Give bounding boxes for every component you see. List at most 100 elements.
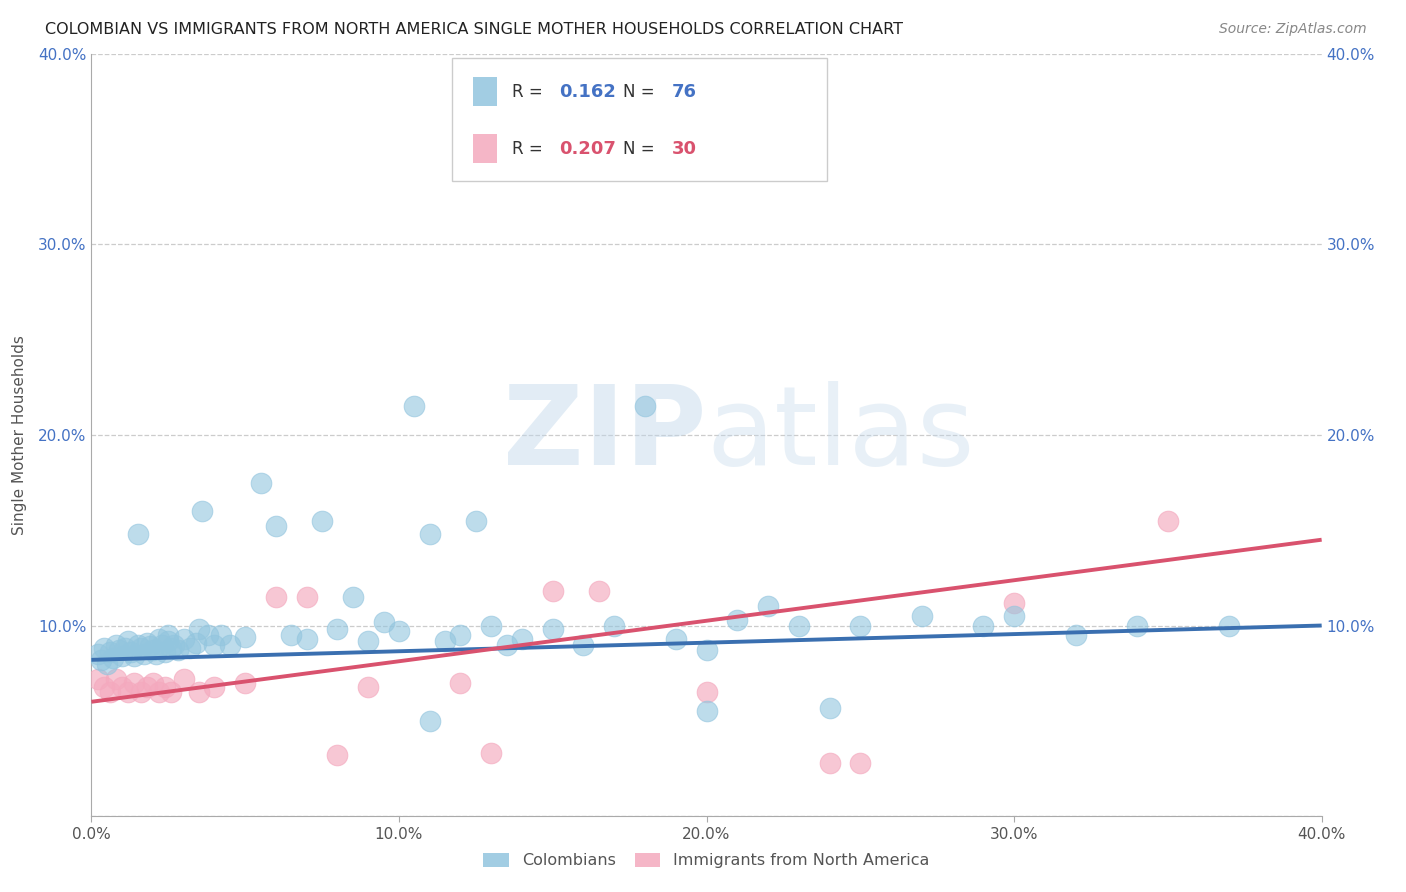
- Point: [153, 680, 177, 694]
- Point: [419, 714, 441, 728]
- Point: [105, 638, 127, 652]
- Point: [150, 638, 173, 652]
- Point: [197, 628, 219, 642]
- Point: [93, 680, 115, 694]
- Point: [911, 609, 934, 624]
- Text: N =: N =: [623, 140, 659, 158]
- Point: [449, 675, 471, 690]
- Point: [1064, 628, 1087, 642]
- Point: [818, 700, 841, 714]
- Point: [202, 680, 225, 694]
- Point: [696, 643, 718, 657]
- Point: [98, 645, 121, 659]
- Point: [464, 514, 486, 528]
- Point: [588, 584, 610, 599]
- Point: [280, 628, 302, 642]
- FancyBboxPatch shape: [451, 58, 827, 181]
- Point: [93, 641, 115, 656]
- Text: N =: N =: [623, 83, 659, 101]
- Point: [1002, 596, 1025, 610]
- Point: [434, 633, 457, 648]
- Point: [572, 638, 595, 652]
- Point: [818, 756, 841, 770]
- Point: [124, 648, 146, 663]
- Text: 0.207: 0.207: [558, 140, 616, 158]
- Point: [117, 685, 139, 699]
- Point: [90, 653, 112, 667]
- Point: [541, 623, 564, 637]
- Point: [756, 599, 779, 614]
- Point: [510, 632, 533, 646]
- Point: [634, 399, 657, 413]
- Point: [233, 675, 256, 690]
- Point: [326, 748, 349, 763]
- Point: [117, 633, 139, 648]
- Point: [191, 504, 214, 518]
- Point: [295, 590, 318, 604]
- Point: [145, 647, 167, 661]
- Point: [148, 685, 170, 699]
- Point: [972, 618, 994, 632]
- Text: ZIP: ZIP: [503, 382, 706, 488]
- Text: R =: R =: [512, 140, 548, 158]
- Point: [188, 623, 211, 637]
- Point: [404, 399, 426, 413]
- Text: 30: 30: [672, 140, 697, 158]
- Point: [153, 645, 177, 659]
- Point: [120, 645, 142, 659]
- Point: [179, 641, 201, 656]
- Point: [157, 628, 180, 642]
- Point: [188, 685, 211, 699]
- Point: [495, 638, 517, 652]
- Point: [249, 475, 271, 490]
- Point: [132, 647, 155, 661]
- Text: 76: 76: [672, 83, 697, 101]
- Point: [86, 647, 108, 661]
- Point: [135, 680, 157, 694]
- Point: [173, 632, 195, 646]
- Point: [142, 643, 165, 657]
- Point: [264, 519, 287, 533]
- Point: [129, 685, 152, 699]
- Point: [135, 635, 157, 649]
- Point: [1218, 618, 1240, 632]
- Point: [127, 638, 149, 652]
- Point: [108, 643, 131, 657]
- Point: [163, 638, 186, 652]
- Point: [541, 584, 564, 599]
- Point: [849, 618, 872, 632]
- Point: [166, 643, 188, 657]
- Point: [849, 756, 872, 770]
- Point: [1002, 609, 1025, 624]
- Point: [696, 704, 718, 718]
- Point: [449, 628, 471, 642]
- Text: Source: ZipAtlas.com: Source: ZipAtlas.com: [1219, 22, 1367, 37]
- Point: [127, 527, 149, 541]
- Point: [124, 675, 146, 690]
- Point: [218, 638, 240, 652]
- Text: R =: R =: [512, 83, 548, 101]
- Point: [373, 615, 395, 629]
- Point: [479, 618, 502, 632]
- Point: [295, 632, 318, 646]
- Text: COLOMBIAN VS IMMIGRANTS FROM NORTH AMERICA SINGLE MOTHER HOUSEHOLDS CORRELATION : COLOMBIAN VS IMMIGRANTS FROM NORTH AMERI…: [45, 22, 903, 37]
- Point: [142, 675, 165, 690]
- Point: [1157, 514, 1180, 528]
- Point: [173, 672, 195, 686]
- Point: [311, 514, 333, 528]
- Text: 0.162: 0.162: [558, 83, 616, 101]
- Point: [114, 641, 136, 656]
- Point: [388, 624, 411, 639]
- Point: [129, 641, 152, 656]
- Point: [1126, 618, 1149, 632]
- Point: [209, 628, 232, 642]
- Point: [96, 657, 118, 671]
- Point: [160, 685, 183, 699]
- Legend: Colombians, Immigrants from North America: Colombians, Immigrants from North Americ…: [478, 847, 935, 873]
- Point: [101, 651, 124, 665]
- Point: [725, 613, 748, 627]
- Point: [419, 527, 441, 541]
- Point: [342, 590, 364, 604]
- Point: [148, 632, 170, 646]
- Point: [787, 618, 810, 632]
